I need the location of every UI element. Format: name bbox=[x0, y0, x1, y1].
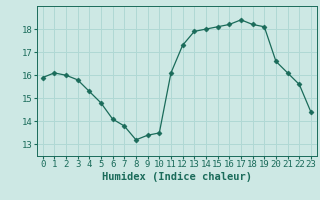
X-axis label: Humidex (Indice chaleur): Humidex (Indice chaleur) bbox=[102, 172, 252, 182]
